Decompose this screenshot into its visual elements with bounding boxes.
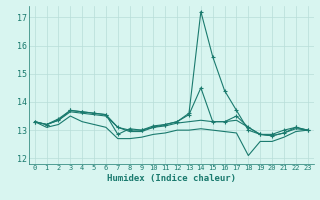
X-axis label: Humidex (Indice chaleur): Humidex (Indice chaleur)	[107, 174, 236, 183]
